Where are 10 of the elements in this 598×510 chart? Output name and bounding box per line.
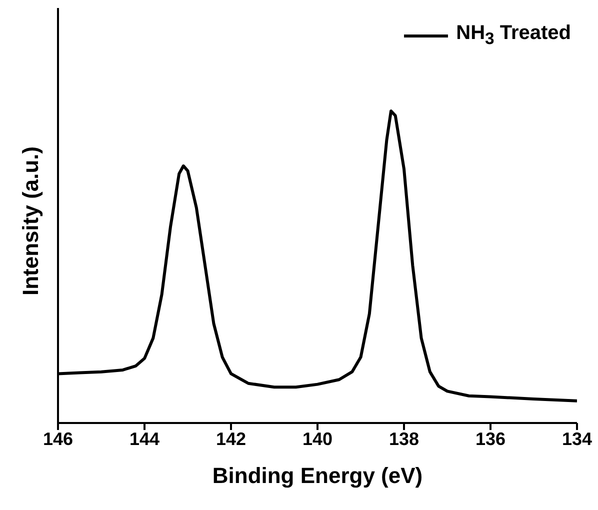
x-tick-label: 144 xyxy=(129,428,160,449)
legend-label: NH$_{3}$ Treated xyxy=(456,22,571,49)
x-tick-label: 146 xyxy=(42,428,74,449)
y-axis-title: Intensity (a.u.) xyxy=(18,146,43,296)
x-tick-label: 140 xyxy=(302,428,333,449)
x-tick-label: 136 xyxy=(475,428,506,449)
x-tick-label: 138 xyxy=(388,428,420,449)
x-tick-label: 142 xyxy=(216,428,246,449)
x-axis-title: Binding Energy (eV) xyxy=(212,463,423,488)
x-tick-label: 134 xyxy=(562,428,592,449)
